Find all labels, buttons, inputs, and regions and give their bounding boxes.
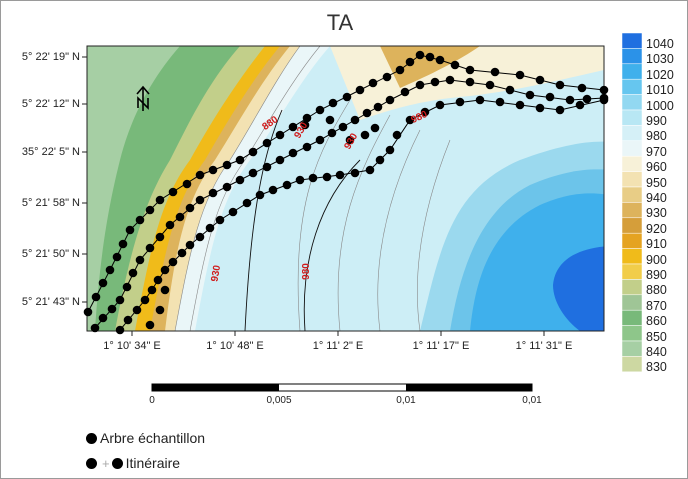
zone-930-north xyxy=(380,46,480,88)
lat-label-2: 5° 22' 12" N xyxy=(21,98,80,110)
scale-label-0: 0 xyxy=(149,395,155,406)
contour-930-line xyxy=(244,109,283,331)
legend-swatch xyxy=(621,94,643,111)
sample-trees xyxy=(83,50,609,335)
route-plus-icon: + xyxy=(102,455,110,471)
legend-swatch xyxy=(621,186,643,203)
legend-label: 1030 xyxy=(646,52,674,67)
legend-label: 960 xyxy=(646,160,667,175)
zone-840 xyxy=(87,46,180,331)
legend-label: 1040 xyxy=(646,37,674,51)
legend-label: 890 xyxy=(646,268,667,282)
legend-swatch xyxy=(621,140,643,157)
map-title: TA xyxy=(326,10,354,35)
legend-swatch xyxy=(621,294,643,311)
contour-980-line xyxy=(303,159,361,331)
legend-swatch xyxy=(621,63,643,80)
legend-color-bar xyxy=(621,32,643,373)
scale-label-3: 0,01 xyxy=(522,395,542,406)
lat-label-4: 5° 21' 58" N xyxy=(21,197,80,209)
route-dot-icon xyxy=(111,457,123,469)
lat-label-1: 5° 22' 19" N xyxy=(21,51,80,63)
legend-swatch xyxy=(621,48,643,65)
legend-label: 920 xyxy=(646,221,667,236)
lon-label-5: 1° 11' 31" E xyxy=(515,340,573,352)
legend-label: 980 xyxy=(646,129,667,144)
lon-label-1: 1° 10' 34" E xyxy=(103,340,161,352)
legend-label: 970 xyxy=(646,144,667,159)
legend-swatch xyxy=(621,325,643,342)
legend-label: 930 xyxy=(646,206,667,221)
legend-swatch xyxy=(621,279,643,296)
legend-label: 910 xyxy=(646,237,667,252)
legend-label: 840 xyxy=(646,345,667,359)
legend-swatch xyxy=(621,171,643,188)
contour-lines xyxy=(174,46,451,331)
scale-label-1: 0,005 xyxy=(266,395,292,406)
legend-swatch xyxy=(621,248,643,265)
legend-swatch xyxy=(621,356,643,373)
legend-swatch xyxy=(621,202,643,219)
key-sample-tree: Arbre échantillon xyxy=(86,430,205,446)
key-tree-label: Arbre échantillon xyxy=(100,430,206,446)
legend-label: 900 xyxy=(646,252,667,267)
tree-dot-icon xyxy=(86,432,97,444)
legend-label: 860 xyxy=(646,314,667,329)
lon-label-4: 1° 11' 17" E xyxy=(412,340,470,352)
legend-label: 1020 xyxy=(646,67,674,82)
legend-label: 880 xyxy=(646,283,667,298)
lat-label-6: 5° 21' 43" N xyxy=(21,296,80,308)
lon-label-3: 1° 11' 2" E xyxy=(312,340,364,352)
key-route: + Itinéraire xyxy=(86,455,180,471)
legend-label: 850 xyxy=(646,329,667,344)
legend-label: 940 xyxy=(646,191,667,205)
legend-swatch xyxy=(621,125,643,142)
legend-label: 830 xyxy=(646,360,667,375)
legend-swatch xyxy=(621,78,643,95)
north-arrow-icon xyxy=(136,85,150,111)
legend-swatch xyxy=(621,155,643,172)
legend-label: 950 xyxy=(646,175,667,190)
scale-label-2: 0,01 xyxy=(396,395,416,406)
legend-label: 870 xyxy=(646,298,667,313)
legend-label: 990 xyxy=(646,114,667,128)
legend-swatch xyxy=(621,309,643,326)
key-route-label: Itinéraire xyxy=(125,455,181,471)
contour-label: 980 xyxy=(300,263,312,280)
lat-label-3: 35° 22' 5" N xyxy=(21,146,80,158)
legend-swatch xyxy=(621,232,643,249)
route-dot-icon xyxy=(86,457,97,469)
axis-ticks xyxy=(82,56,545,336)
legend-swatch xyxy=(621,340,643,357)
legend-label: 1010 xyxy=(646,83,674,98)
scale-bar xyxy=(151,383,533,392)
zone-1040 xyxy=(553,246,604,331)
lon-label-2: 1° 10' 48" E xyxy=(206,340,264,352)
legend-swatch xyxy=(621,263,643,280)
legend-label: 1000 xyxy=(646,98,674,113)
lat-label-5: 5° 21' 50" N xyxy=(21,248,80,260)
legend-swatch xyxy=(621,109,643,126)
legend-swatch xyxy=(621,32,643,49)
map-border xyxy=(86,45,605,332)
legend-swatch xyxy=(621,217,643,234)
